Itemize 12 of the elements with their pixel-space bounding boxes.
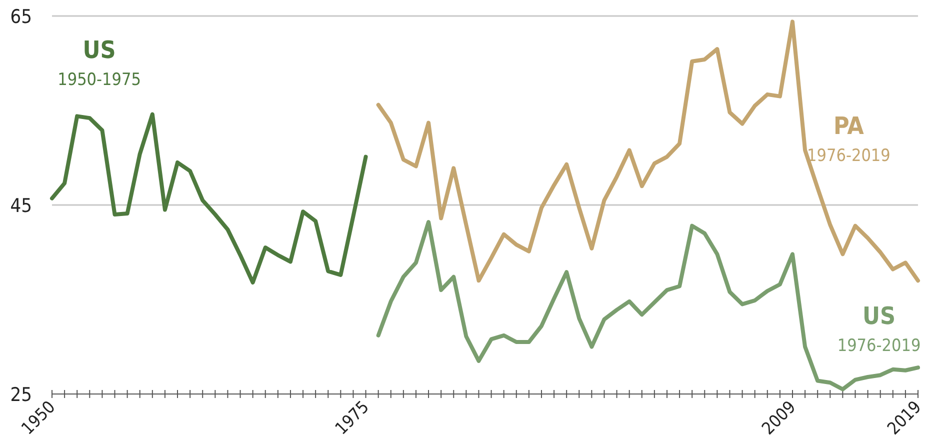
y-tick-label: 45 — [10, 195, 32, 217]
annotation: 1976-2019 — [837, 336, 921, 356]
annotation: 1950-1975 — [58, 70, 141, 90]
annotation: 1976-2019 — [807, 146, 890, 166]
text: US — [82, 36, 116, 64]
line-series — [376, 20, 920, 283]
series-label: US — [862, 302, 896, 330]
line-series — [50, 112, 368, 284]
series-label: PA — [834, 112, 864, 140]
y-tick-label: 65 — [10, 6, 32, 28]
line-series — [376, 220, 920, 392]
y-tick-label: 25 — [10, 384, 32, 406]
